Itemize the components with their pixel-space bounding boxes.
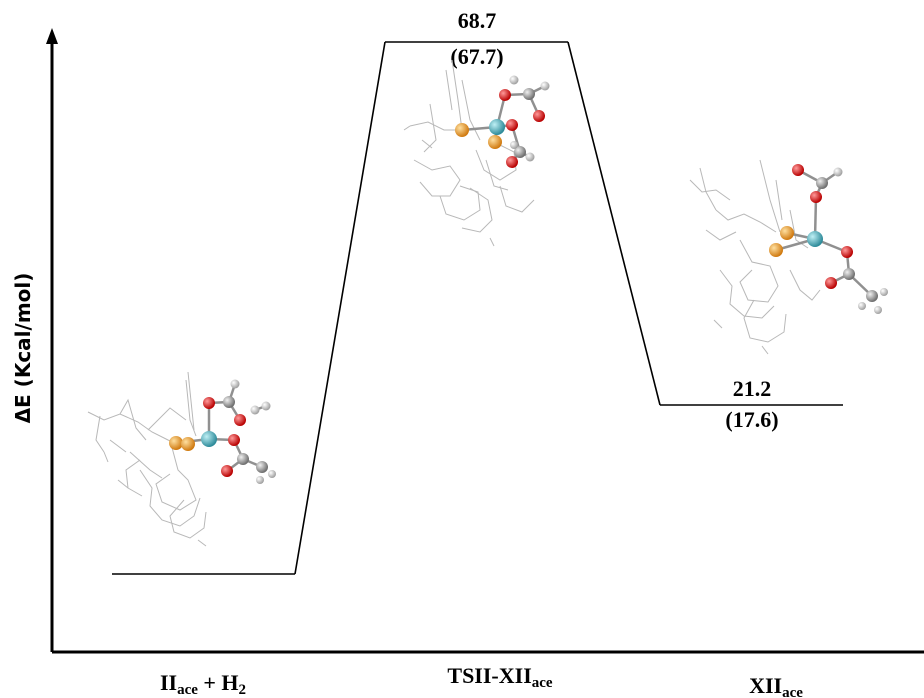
molecule-atoms (169, 379, 276, 484)
energy-label-xii: 21.2 (733, 376, 772, 401)
y-axis-label: ΔE (Kcal/mol) (11, 273, 35, 424)
x-label-XII-ace: XIIace (749, 673, 803, 698)
molecule-wireframe (87, 371, 207, 547)
energy-label-ts-alt: (67.7) (450, 44, 503, 69)
molecule-wireframe (403, 59, 535, 247)
energy-label-ts: 68.7 (458, 8, 497, 33)
molecule-atoms (455, 75, 550, 168)
x-label-TSII-XII-ace: TSII-XIIace (447, 663, 553, 691)
connector-1 (294, 41, 386, 575)
y-axis-arrowhead (46, 28, 58, 44)
molecule-bonds (175, 383, 267, 472)
x-label-II-ace-H2: IIace + H2 (160, 670, 246, 698)
molecule-XII-ace (689, 159, 888, 355)
molecule-wireframe (689, 159, 821, 355)
molecule-II-ace-H2 (87, 371, 276, 547)
molecule-atoms (769, 164, 888, 314)
energy-path (112, 41, 843, 575)
energy-label-xii-alt: (17.6) (725, 407, 778, 432)
connector-2 (567, 41, 661, 406)
axes (46, 28, 924, 654)
molecule-TSII-XII-ace (403, 59, 550, 247)
